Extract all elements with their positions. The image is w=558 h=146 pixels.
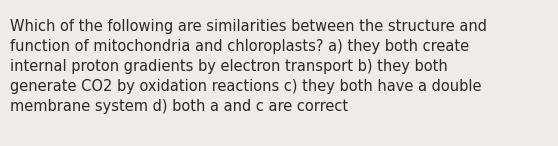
Text: Which of the following are similarities between the structure and
function of mi: Which of the following are similarities … [10, 19, 487, 114]
